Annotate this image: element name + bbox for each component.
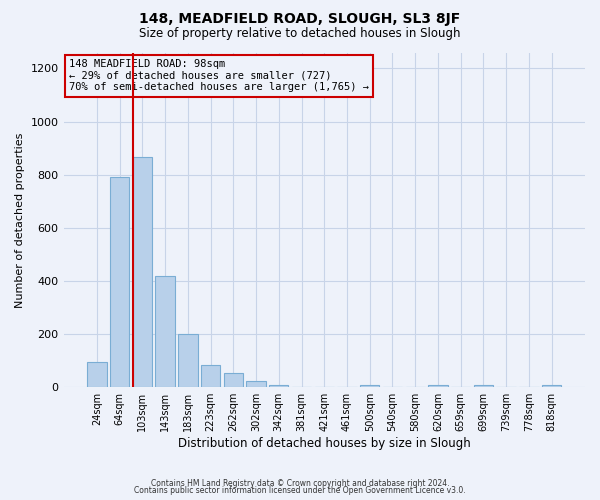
Text: Size of property relative to detached houses in Slough: Size of property relative to detached ho… [139, 28, 461, 40]
Bar [428, 384, 448, 387]
Text: Contains HM Land Registry data © Crown copyright and database right 2024.: Contains HM Land Registry data © Crown c… [151, 478, 449, 488]
Bar [110, 178, 130, 387]
Bar [474, 384, 493, 387]
Text: Contains public sector information licensed under the Open Government Licence v3: Contains public sector information licen… [134, 486, 466, 495]
Bar [224, 374, 243, 387]
Bar [155, 276, 175, 387]
Bar [133, 158, 152, 387]
Bar [360, 384, 379, 387]
Bar [269, 384, 289, 387]
Bar [87, 362, 107, 387]
Bar [178, 334, 197, 387]
Bar [247, 382, 266, 387]
Bar [542, 384, 561, 387]
Text: 148 MEADFIELD ROAD: 98sqm
← 29% of detached houses are smaller (727)
70% of semi: 148 MEADFIELD ROAD: 98sqm ← 29% of detac… [69, 59, 369, 92]
Text: 148, MEADFIELD ROAD, SLOUGH, SL3 8JF: 148, MEADFIELD ROAD, SLOUGH, SL3 8JF [139, 12, 461, 26]
Bar [201, 364, 220, 387]
X-axis label: Distribution of detached houses by size in Slough: Distribution of detached houses by size … [178, 437, 470, 450]
Y-axis label: Number of detached properties: Number of detached properties [15, 132, 25, 308]
